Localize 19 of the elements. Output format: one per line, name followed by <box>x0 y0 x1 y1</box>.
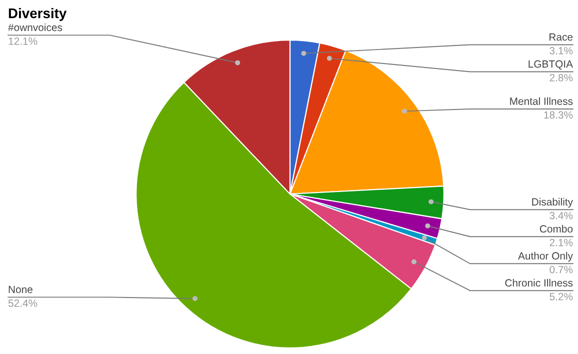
data-label: 18.3% <box>544 111 573 119</box>
data-label: 12.1% <box>8 37 38 45</box>
data-label: 3.1% <box>550 47 573 54</box>
data-label: 52.4% <box>8 299 38 307</box>
data-label: 0.7% <box>550 266 573 274</box>
slice-label: #ownvoices <box>8 23 62 32</box>
slice-label: Race <box>550 33 573 41</box>
slice-label: Author Only <box>518 252 573 262</box>
slice-label: Combo <box>540 224 573 233</box>
data-label: 2.8% <box>550 74 573 82</box>
data-label: 2.1% <box>550 238 573 246</box>
slice-label: LGBTQIA <box>528 60 573 70</box>
chart-title: Diversity <box>8 8 67 21</box>
slice-label: Disability <box>532 198 573 208</box>
slice-label: Chronic Illness <box>505 278 573 287</box>
data-label: 5.2% <box>550 292 573 300</box>
slice-label: None <box>8 286 32 294</box>
slice-label: Mental Illness <box>510 97 573 105</box>
data-label: 3.4% <box>550 212 573 220</box>
